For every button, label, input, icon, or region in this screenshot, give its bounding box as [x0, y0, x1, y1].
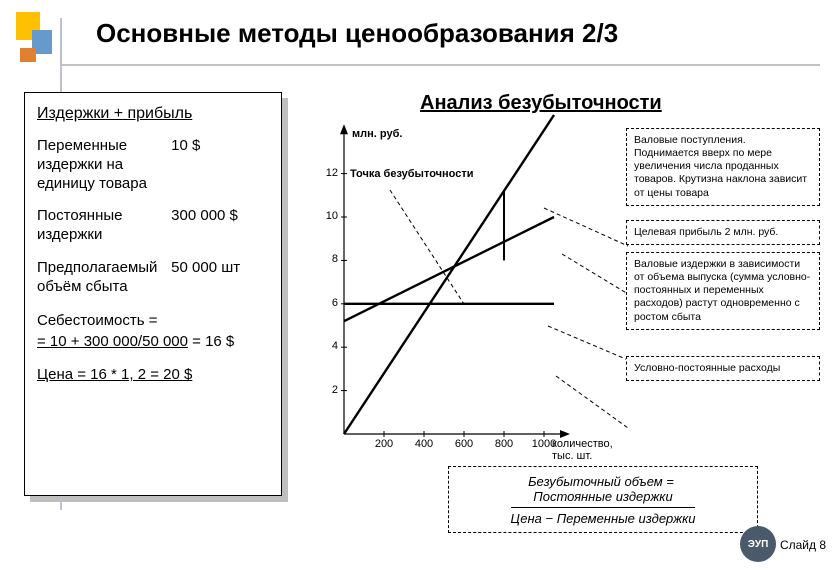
calc-expr: = 10 + 300 000/50 000 [37, 333, 188, 350]
row-label: Предполагаемый объём сбыта [37, 259, 167, 297]
chart-svg [302, 128, 662, 468]
callout-total_cost: Валовые издержки в зависимости от объема… [626, 252, 820, 330]
y-tick: 10 [318, 210, 338, 222]
row-value: 50 000 шт [171, 259, 240, 278]
panel-row: Предполагаемый объём сбыта 50 000 шт [37, 259, 269, 297]
breakeven-chart: млн. руб. Точка безубыточности количеств… [302, 128, 562, 468]
x-tick: 600 [455, 438, 473, 450]
row-value: 10 $ [171, 137, 200, 156]
formula-denominator: Цена − Переменные издержки [511, 508, 696, 526]
y-tick: 2 [318, 384, 338, 396]
row-value: 300 000 $ [171, 207, 238, 226]
cost-panel: Издержки + прибыль Переменные издержки н… [24, 92, 282, 496]
cost-calc: Себестоимость = = 10 + 300 000/50 000 = … [37, 310, 269, 352]
y-tick: 6 [318, 297, 338, 309]
panel-row: Переменные издержки на единицу товара 10… [37, 137, 269, 193]
panel-row: Постоянные издержки 300 000 $ [37, 207, 269, 245]
row-label: Постоянные издержки [37, 207, 167, 245]
x-axis-label: количество, тыс. шт. [552, 438, 613, 462]
formula-lhs: Безубыточный объем = [528, 474, 674, 489]
x-tick: 200 [375, 438, 393, 450]
calc-line1: Себестоимость = [37, 312, 157, 329]
callout-target: Целевая прибыль 2 млн. руб. [626, 220, 820, 245]
slide-number: Слайд 8 [780, 538, 826, 552]
price-line: Цена = 16 * 1, 2 = 20 $ [37, 366, 269, 383]
calc-result: = 16 $ [188, 333, 234, 350]
panel-heading: Издержки + прибыль [37, 105, 269, 123]
horizontal-rule [60, 64, 820, 66]
x-tick: 400 [415, 438, 433, 450]
x-tick: 1000 [532, 438, 556, 450]
y-tick: 8 [318, 253, 338, 265]
page-title: Основные методы ценообразования 2/3 [96, 18, 618, 49]
formula-numerator: Постоянные издержки [511, 489, 696, 508]
decorative-blocks [16, 12, 56, 72]
chart-title: Анализ безубыточности [420, 92, 662, 115]
row-label: Переменные издержки на единицу товара [37, 137, 167, 193]
block-orange [20, 48, 36, 62]
footer-logo: ЭУП [740, 526, 776, 562]
x-tick: 800 [495, 438, 513, 450]
formula-box: Безубыточный объем = Постоянные издержки… [448, 466, 758, 533]
y-tick: 12 [318, 167, 338, 179]
callout-fixed_cost: Условно-постоянные расходы [626, 356, 820, 381]
y-tick: 4 [318, 340, 338, 352]
callout-revenue: Валовые поступления. Поднимается вверх п… [626, 128, 820, 206]
